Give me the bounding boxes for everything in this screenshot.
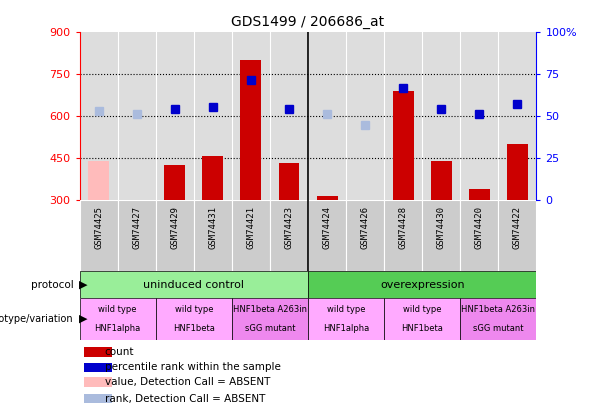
Bar — [316, 196, 338, 200]
Text: ▶: ▶ — [79, 279, 88, 290]
Text: GSM74423: GSM74423 — [284, 206, 294, 249]
Text: rank, Detection Call = ABSENT: rank, Detection Call = ABSENT — [105, 394, 265, 403]
Bar — [393, 91, 414, 200]
Bar — [431, 161, 452, 200]
Text: uninduced control: uninduced control — [143, 279, 245, 290]
Text: GSM74428: GSM74428 — [398, 206, 408, 249]
Text: HNF1beta A263in: HNF1beta A263in — [233, 305, 307, 314]
Bar — [84, 394, 112, 403]
Title: GDS1499 / 206686_at: GDS1499 / 206686_at — [232, 15, 384, 29]
Bar — [84, 362, 112, 372]
Bar — [308, 298, 384, 340]
Text: GSM74425: GSM74425 — [94, 206, 103, 249]
Bar — [232, 200, 270, 271]
Text: HNF1beta: HNF1beta — [173, 324, 215, 333]
Bar — [88, 161, 109, 200]
Bar — [84, 347, 112, 357]
Text: GSM74422: GSM74422 — [513, 206, 522, 249]
Text: HNF1beta: HNF1beta — [402, 324, 443, 333]
Bar — [194, 200, 232, 271]
Bar — [469, 189, 490, 200]
Text: GSM74430: GSM74430 — [436, 206, 446, 249]
Text: wild type: wild type — [99, 305, 137, 314]
Text: wild type: wild type — [327, 305, 365, 314]
Bar — [498, 200, 536, 271]
Text: sGG mutant: sGG mutant — [245, 324, 295, 333]
Bar — [202, 156, 223, 200]
Text: sGG mutant: sGG mutant — [473, 324, 524, 333]
Bar — [460, 200, 498, 271]
Text: value, Detection Call = ABSENT: value, Detection Call = ABSENT — [105, 377, 270, 387]
Bar — [460, 298, 536, 340]
Bar — [346, 200, 384, 271]
Text: overexpression: overexpression — [380, 279, 465, 290]
Text: HNF1beta A263in: HNF1beta A263in — [462, 305, 535, 314]
Bar — [240, 60, 261, 200]
Bar — [278, 163, 300, 200]
Text: protocol: protocol — [31, 279, 74, 290]
Bar — [156, 200, 194, 271]
Bar — [507, 145, 528, 200]
Text: GSM74427: GSM74427 — [132, 206, 141, 249]
Bar — [164, 166, 185, 200]
Text: count: count — [105, 347, 134, 357]
Bar — [308, 200, 346, 271]
Bar — [84, 377, 112, 387]
Bar — [270, 200, 308, 271]
Text: GSM74421: GSM74421 — [246, 206, 256, 249]
Bar — [80, 271, 308, 298]
Text: GSM74426: GSM74426 — [360, 206, 370, 249]
Text: ▶: ▶ — [79, 314, 88, 324]
Bar — [80, 298, 156, 340]
Text: GSM74424: GSM74424 — [322, 206, 332, 249]
Bar — [422, 200, 460, 271]
Bar — [118, 200, 156, 271]
Text: GSM74420: GSM74420 — [475, 206, 484, 249]
Bar — [156, 298, 232, 340]
Text: HNF1alpha: HNF1alpha — [94, 324, 141, 333]
Text: wild type: wild type — [403, 305, 441, 314]
Text: GSM74429: GSM74429 — [170, 206, 180, 249]
Text: HNF1alpha: HNF1alpha — [323, 324, 369, 333]
Bar — [308, 271, 536, 298]
Text: percentile rank within the sample: percentile rank within the sample — [105, 362, 281, 373]
Bar — [384, 298, 460, 340]
Bar — [384, 200, 422, 271]
Bar — [232, 298, 308, 340]
Text: genotype/variation: genotype/variation — [0, 314, 74, 324]
Text: wild type: wild type — [175, 305, 213, 314]
Bar — [80, 200, 118, 271]
Text: GSM74431: GSM74431 — [208, 206, 218, 249]
